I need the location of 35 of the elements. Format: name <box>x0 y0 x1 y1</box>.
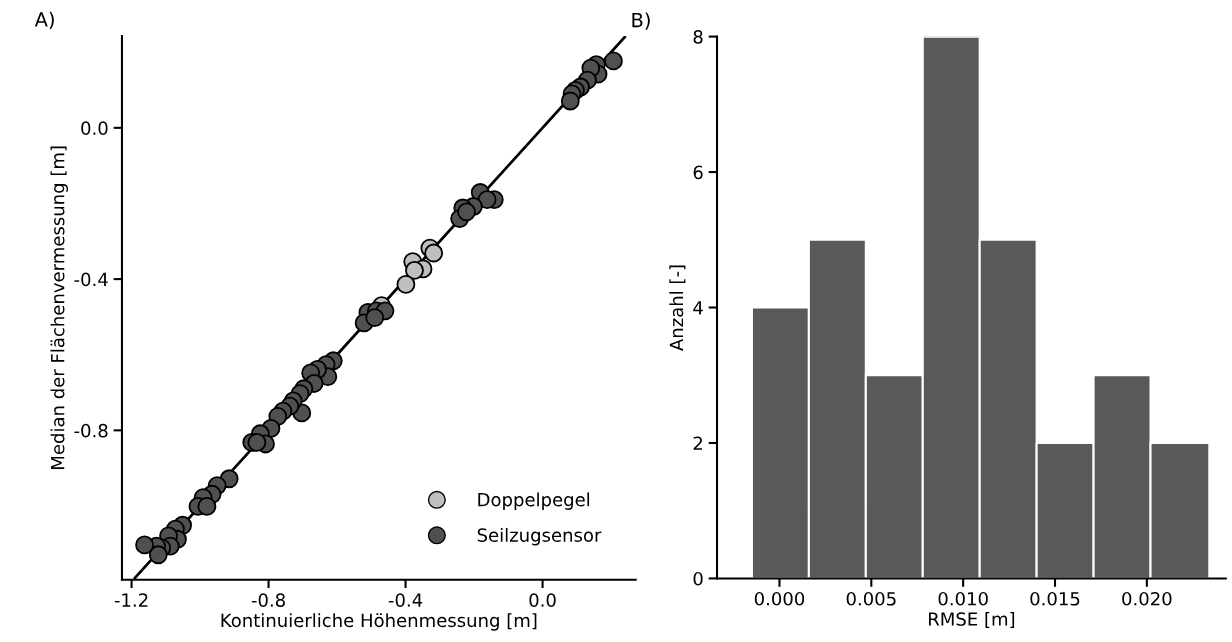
y-tick-label: 8 <box>693 30 703 44</box>
y-axis-title: Anzahl [-] <box>669 265 686 351</box>
x-tick-label: 0.000 <box>754 591 805 606</box>
point <box>396 274 416 294</box>
text: A) <box>34 11 54 30</box>
legend-label: Seilzugsensor <box>477 527 602 546</box>
y-tick-label: -0.4 <box>74 272 108 287</box>
x-tick-label: -0.4 <box>388 593 423 607</box>
point <box>405 260 424 280</box>
point <box>148 545 168 565</box>
y-tick-label: 4 <box>693 301 703 315</box>
legend-label: Doppelpegel <box>478 492 590 510</box>
point <box>604 51 623 71</box>
x-tick-label: 0.020 <box>1122 591 1172 606</box>
x-tick-label: 0.015 <box>1030 591 1080 606</box>
point <box>560 91 580 111</box>
y-tick-label: 6 <box>693 165 703 180</box>
x-tick-label: -1.2 <box>114 593 148 607</box>
x-tick-label: 0.010 <box>938 591 988 606</box>
x-axis-title: RMSE [m] <box>929 611 1015 628</box>
y-tick-label: 2 <box>693 436 703 450</box>
x-tick-label: 0.005 <box>846 591 896 606</box>
text: B) <box>632 12 650 30</box>
point <box>247 433 267 452</box>
x-tick-label: 0.0 <box>529 593 556 607</box>
point <box>135 535 154 555</box>
y-tick-label: 0 <box>693 571 703 586</box>
point <box>424 243 444 263</box>
point <box>365 308 385 328</box>
point <box>197 496 217 516</box>
y-tick-label: -0.8 <box>74 423 108 438</box>
x-axis-title: Kontinuierliche Höhenmessung [m] <box>221 613 537 631</box>
y-axis-title: Median der Flächenvermessung [m] <box>50 146 68 469</box>
x-tick-label: -0.8 <box>251 593 285 607</box>
y-tick-label: 0.0 <box>81 121 108 135</box>
